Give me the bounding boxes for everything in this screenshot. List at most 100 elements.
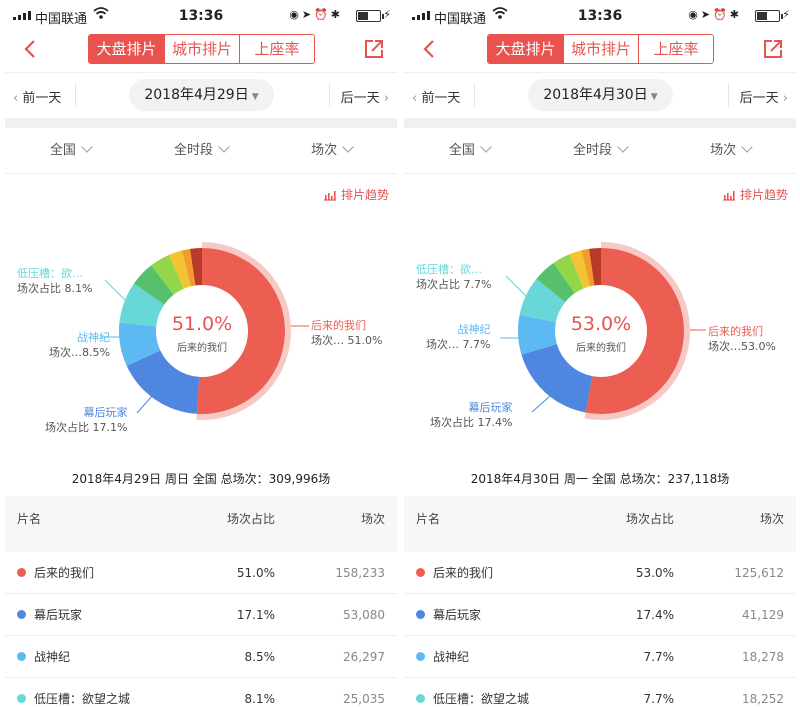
chevron-down-icon — [218, 141, 230, 153]
tab-city-schedule[interactable]: 城市排片 — [164, 35, 239, 63]
tab-overall-schedule[interactable]: 大盘排片 — [89, 35, 164, 63]
date-bar: ‹ 前一天 2018年4月29日 ▼ 后一天 › — [5, 72, 397, 118]
charging-icon: ⚡ — [383, 8, 391, 21]
chevron-right-icon: › — [383, 91, 389, 106]
table-row[interactable]: 低压槽：欲望之城 7.7% 18,252 — [404, 678, 796, 707]
chevron-left-icon — [423, 40, 434, 58]
divider — [474, 83, 475, 107]
tab-occupancy[interactable]: 上座率 — [239, 35, 314, 63]
filter-label: 全国 — [49, 143, 76, 158]
donut-slice[interactable] — [169, 250, 191, 289]
color-dot — [416, 694, 425, 703]
table-row[interactable]: 战神纪 8.5% 26,297 — [5, 636, 397, 678]
donut-slice[interactable] — [553, 254, 584, 294]
slice-label-share: 场次占比 17.4% — [430, 416, 513, 429]
next-day-button[interactable]: 后一天 › — [740, 87, 788, 106]
summary-line: 2018年4月30日 周一 全国 总场次：237,118场 — [470, 472, 730, 486]
filter-label: 场次 — [311, 143, 338, 158]
donut-slice[interactable] — [196, 248, 286, 414]
donut-slice[interactable] — [119, 283, 165, 327]
slice-label-share: 场次… 51.0% — [311, 334, 383, 347]
slice-label-share: 场次占比 7.7% — [416, 278, 492, 291]
chevron-down-icon — [741, 141, 753, 153]
table-row[interactable]: 幕后玩家 17.4% 41,129 — [404, 594, 796, 636]
filter-region[interactable]: 全国 — [5, 128, 136, 173]
filter-time[interactable]: 全时段 — [136, 128, 267, 173]
prev-day-button[interactable]: ‹ 前一天 — [412, 87, 460, 106]
share-icon — [365, 40, 383, 58]
trend-link[interactable]: 排片趋势 — [722, 186, 788, 203]
donut-slice[interactable] — [536, 262, 575, 303]
table-row[interactable]: 后来的我们 51.0% 158,233 — [5, 552, 397, 594]
wifi-icon — [93, 6, 109, 24]
donut-svg — [500, 242, 706, 420]
filter-label: 场次 — [710, 143, 737, 158]
donut-slice[interactable] — [126, 350, 200, 414]
donut-slice[interactable] — [151, 254, 184, 295]
ratio-value: 51.0% — [236, 565, 275, 580]
col-count: 场次 — [360, 511, 385, 526]
ratio-value: 17.1% — [236, 607, 275, 622]
next-day-label: 后一天 — [739, 91, 779, 106]
donut-slice[interactable] — [190, 248, 202, 286]
donut-slice[interactable] — [585, 248, 684, 414]
back-button[interactable] — [414, 34, 444, 64]
status-bar: 中国联通 13:36 ◉➤⏰✱ ⚡ — [404, 0, 796, 32]
count-value: 125,612 — [734, 565, 784, 580]
donut-slice[interactable] — [589, 248, 601, 286]
segment-tabs: 大盘排片 城市排片 上座率 — [487, 34, 714, 64]
count-value: 53,080 — [343, 607, 385, 622]
screen-left: 中国联通 13:36 ◉➤⏰✱ ⚡ 大盘排片 城市排片 上座率 ‹ 前一天 20… — [5, 0, 397, 707]
filter-label: 全时段 — [573, 143, 613, 158]
filter-metric[interactable]: 场次 — [266, 128, 397, 173]
donut-slice[interactable] — [181, 248, 196, 287]
table-row[interactable]: 幕后玩家 17.1% 53,080 — [5, 594, 397, 636]
ratio-value: 17.4% — [635, 607, 674, 622]
slice-label-share: 场次…8.5% — [49, 346, 110, 359]
slice-label: 战神纪 场次… 7.7% — [426, 322, 490, 352]
next-day-button[interactable]: 后一天 › — [341, 87, 389, 106]
filter-bar: 全国 全时段 场次 — [404, 128, 796, 174]
prev-day-button[interactable]: ‹ 前一天 — [13, 87, 61, 106]
chevron-down-icon — [342, 141, 354, 153]
movie-name: 战神纪 — [34, 650, 71, 664]
back-button[interactable] — [15, 34, 45, 64]
slice-label-name: 后来的我们 — [311, 319, 366, 332]
tab-occupancy[interactable]: 上座率 — [638, 35, 713, 63]
status-icons: ◉➤⏰✱ — [688, 8, 742, 21]
count-value: 41,129 — [742, 607, 784, 622]
divider — [728, 83, 729, 107]
donut-slice[interactable] — [133, 265, 174, 305]
donut-slice[interactable] — [518, 314, 557, 355]
caret-down-icon: ▼ — [251, 92, 259, 102]
donut-slice[interactable] — [569, 250, 591, 289]
caret-down-icon: ▼ — [650, 92, 658, 102]
donut-slice[interactable] — [119, 322, 161, 366]
donut-slice[interactable] — [521, 344, 593, 413]
filter-time[interactable]: 全时段 — [535, 128, 666, 173]
trend-link[interactable]: 排片趋势 — [323, 186, 389, 203]
date-picker[interactable]: 2018年4月29日 ▼ — [129, 79, 274, 111]
share-button[interactable] — [363, 38, 385, 60]
filter-metric[interactable]: 场次 — [665, 128, 796, 173]
battery-icon — [356, 10, 384, 22]
tab-city-schedule[interactable]: 城市排片 — [563, 35, 638, 63]
date-picker[interactable]: 2018年4月30日 ▼ — [528, 79, 673, 111]
filter-region[interactable]: 全国 — [404, 128, 535, 173]
next-day-label: 后一天 — [340, 91, 380, 106]
donut-slice[interactable] — [581, 248, 595, 287]
ratio-value: 8.5% — [244, 649, 276, 664]
prev-day-label: 前一天 — [22, 91, 62, 106]
count-value: 18,278 — [742, 649, 784, 664]
slice-label-share: 场次占比 8.1% — [17, 282, 93, 295]
share-button[interactable] — [762, 38, 784, 60]
table-row[interactable]: 后来的我们 53.0% 125,612 — [404, 552, 796, 594]
status-icons: ◉➤⏰✱ — [289, 8, 343, 21]
tab-overall-schedule[interactable]: 大盘排片 — [488, 35, 563, 63]
table-row[interactable]: 战神纪 7.7% 18,278 — [404, 636, 796, 678]
chevron-left-icon: ‹ — [13, 91, 19, 106]
table-row[interactable]: 低压槽：欲望之城 8.1% 25,035 — [5, 678, 397, 707]
count-value: 26,297 — [343, 649, 385, 664]
donut-slice[interactable] — [519, 278, 566, 323]
date-label: 2018年4月29日 — [144, 87, 249, 103]
